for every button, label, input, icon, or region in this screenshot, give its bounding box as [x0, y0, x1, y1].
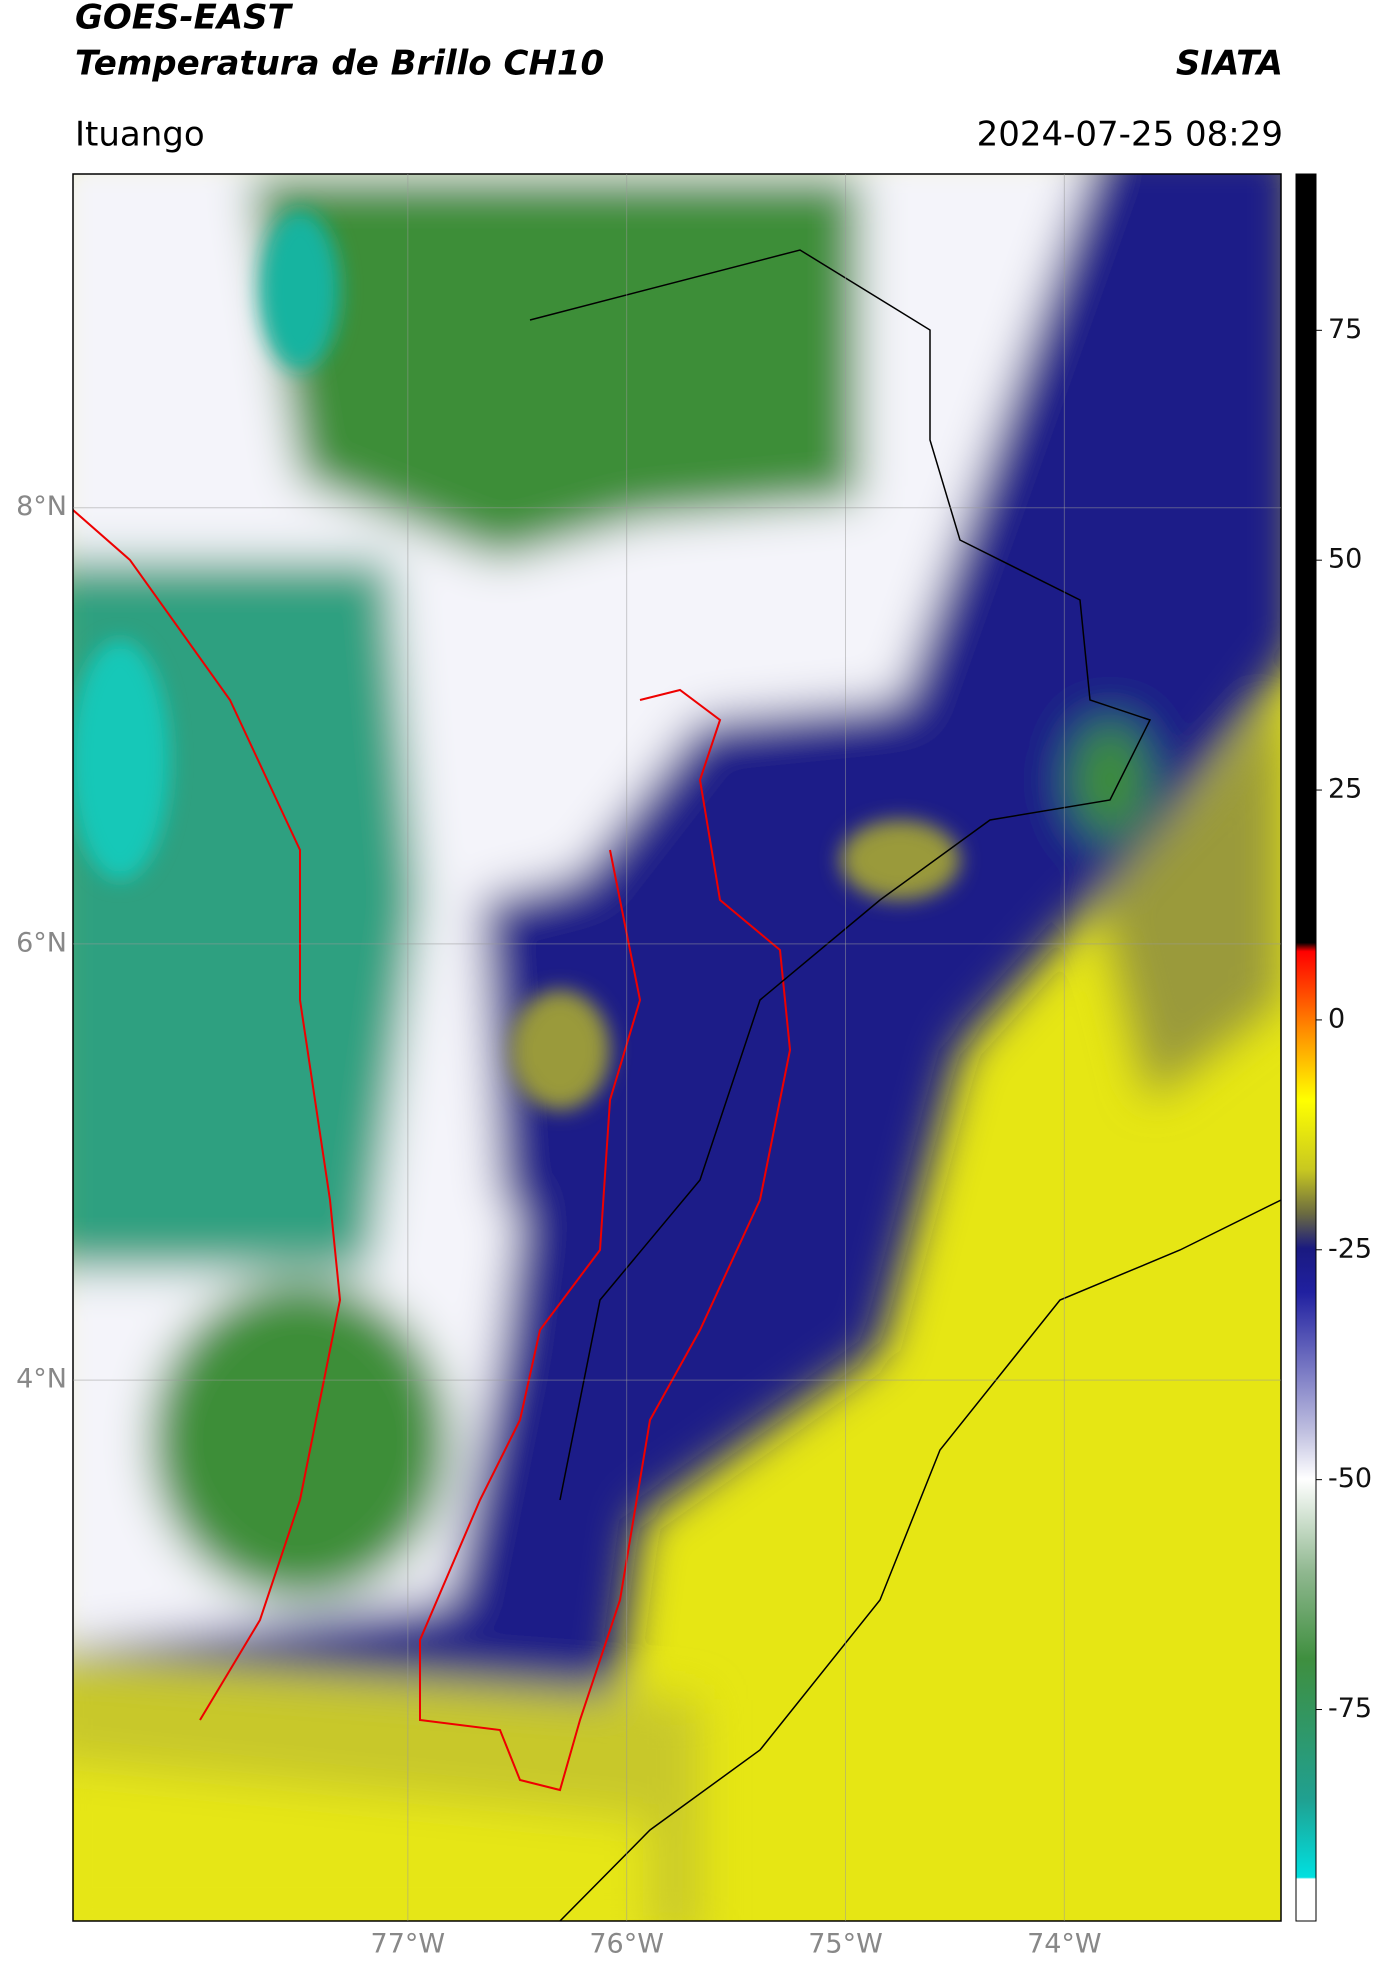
satellite-image — [73, 174, 1281, 1921]
colorbar-tick-label: 0 — [1328, 1003, 1345, 1034]
brand: SIATA — [1176, 44, 1283, 84]
x-tick-label: 75°W — [808, 1929, 883, 1960]
location: Ituango — [75, 115, 205, 155]
subtitle: Temperatura de Brillo CH10 — [75, 44, 604, 84]
map-frame — [72, 173, 1282, 1922]
datetime: 2024-07-25 08:29 — [977, 115, 1283, 155]
colorbar-tick-label: -50 — [1328, 1463, 1372, 1494]
y-tick-label: 4°N — [16, 1364, 67, 1395]
y-tick-label: 8°N — [16, 491, 67, 522]
x-tick-label: 74°W — [1027, 1929, 1102, 1960]
y-tick-label: 6°N — [16, 927, 67, 958]
x-tick-label: 76°W — [589, 1929, 664, 1960]
colorbar-tick-label: 75 — [1328, 314, 1362, 345]
colorbar — [1295, 173, 1317, 1922]
colorbar-tick-label: 50 — [1328, 544, 1362, 575]
colorbar-tick-label: -75 — [1328, 1693, 1372, 1724]
title: GOES-EAST — [75, 0, 294, 38]
colorbar-tick-label: -25 — [1328, 1233, 1372, 1264]
x-tick-label: 77°W — [371, 1929, 446, 1960]
colorbar-tick-label: 25 — [1328, 774, 1362, 805]
